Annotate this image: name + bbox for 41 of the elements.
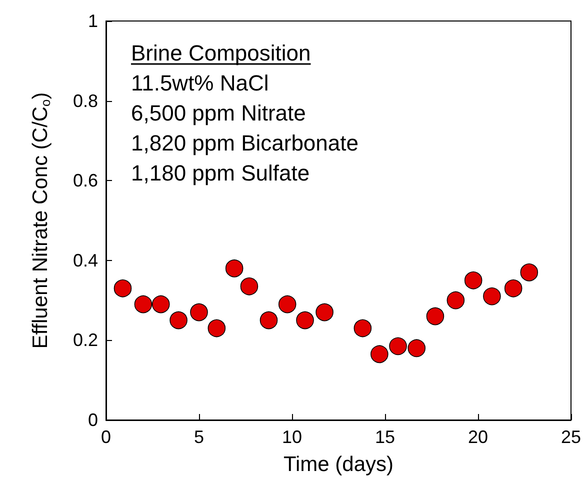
point [316, 303, 334, 322]
x-tick-label: 25 [560, 427, 582, 447]
point [446, 291, 465, 310]
x-tick-label: 20 [468, 427, 488, 447]
point [389, 337, 407, 356]
point [426, 307, 444, 326]
point [240, 277, 258, 296]
x-tick-label: 15 [374, 427, 396, 447]
point [152, 295, 170, 314]
point [134, 295, 152, 314]
annotation: 6,500 ppm Nitrate [131, 100, 306, 126]
y-axis-title: Effluent Nitrate Conc (C/Co) [29, 92, 53, 349]
point [208, 319, 226, 338]
y-tick-label: 0.2 [72, 330, 98, 350]
x-tick-label: 10 [282, 427, 302, 447]
point [114, 279, 132, 298]
annotation: Brine Composition [131, 40, 311, 66]
point [260, 311, 278, 330]
point [408, 339, 426, 358]
point [225, 259, 244, 278]
x-tick-label: 0 [100, 427, 112, 447]
point [464, 271, 482, 290]
y-tick-label: 0.4 [72, 250, 98, 270]
x-axis-title: Time (days) [283, 453, 394, 476]
point [483, 287, 501, 306]
point [278, 295, 296, 314]
annotation: 11.5wt% NaCl [131, 70, 269, 96]
point [520, 263, 538, 282]
y-tick-label: 0 [88, 410, 98, 430]
point [296, 311, 314, 330]
point [354, 319, 372, 338]
point [504, 279, 522, 298]
x-tick-label: 5 [194, 427, 204, 447]
annotation: 1,180 ppm Sulfate [131, 160, 310, 186]
y-tick-label: 0.8 [72, 90, 98, 111]
point [190, 303, 208, 322]
y-tick-label: 0.6 [72, 170, 98, 191]
point [170, 311, 188, 330]
y-tick-label: 1 [88, 11, 98, 31]
annotation: 1,820 ppm Bicarbonate [131, 130, 358, 156]
point [370, 345, 388, 364]
